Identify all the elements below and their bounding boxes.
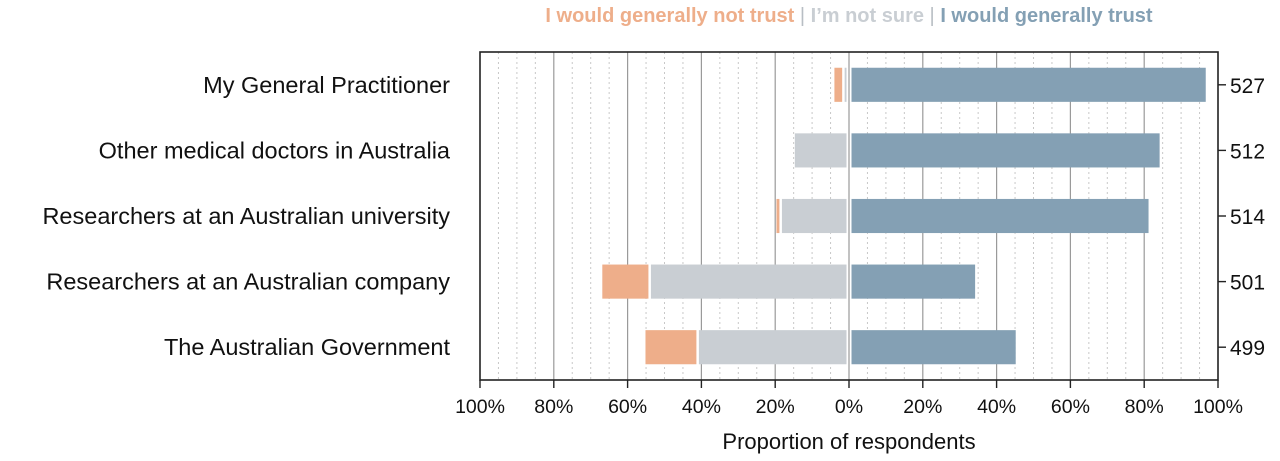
bars <box>602 67 1206 365</box>
x-tick-label: 60% <box>608 396 647 418</box>
category-labels: My General Practitioner Other medical doc… <box>42 72 450 360</box>
bar-not-trust <box>645 330 697 365</box>
respondent-count: 512 <box>1230 140 1265 163</box>
x-tick-label: 40% <box>682 396 721 418</box>
respondent-counts: 527 512 514 501 499 <box>1218 75 1265 360</box>
bar-trust <box>851 264 976 299</box>
x-tick-label: 100% <box>455 396 505 418</box>
bar-trust <box>851 67 1206 102</box>
legend-text: I would generally not trust | I’m not su… <box>545 5 1152 27</box>
bar-not-sure <box>844 67 847 102</box>
legend-entry-trust: I would generally trust <box>940 5 1153 27</box>
legend-entry-not-sure: I’m not sure <box>811 5 924 27</box>
bar-not-sure <box>794 133 847 168</box>
x-tick-label: 100% <box>1193 396 1243 418</box>
legend-separator: | <box>794 5 810 27</box>
bar-not-trust <box>834 67 843 102</box>
category-label: Researchers at an Australian company <box>46 269 450 295</box>
x-tick-label: 80% <box>1125 396 1164 418</box>
x-tick-label: 60% <box>1051 396 1090 418</box>
legend-separator: | <box>924 5 940 27</box>
bar-trust <box>851 198 1149 234</box>
bar-trust <box>851 133 1160 168</box>
category-label: The Australian Government <box>164 334 451 360</box>
respondent-count: 501 <box>1230 272 1265 295</box>
legend: I would generally not trust | I’m not su… <box>545 5 1152 27</box>
bar-not-sure <box>781 198 847 234</box>
x-tick-label: 20% <box>903 396 942 418</box>
category-label: Researchers at an Australian university <box>42 203 450 229</box>
category-label: Other medical doctors in Australia <box>99 137 451 163</box>
respondent-count: 527 <box>1230 75 1265 98</box>
x-tick-label: 20% <box>756 396 795 418</box>
category-label: My General Practitioner <box>203 72 450 98</box>
x-tick-label: 80% <box>534 396 573 418</box>
x-tick-label: 0% <box>835 396 863 418</box>
legend-entry-not-trust: I would generally not trust <box>545 5 794 27</box>
bar-not-trust <box>776 198 780 234</box>
x-axis-ticks: 100% 80% 60% 40% 20% 0% 20% 40% 60% 80% 100% <box>455 380 1243 418</box>
respondent-count: 514 <box>1230 206 1265 229</box>
x-tick-label: 40% <box>977 396 1016 418</box>
bar-not-trust <box>602 264 649 299</box>
bar-not-sure <box>698 330 847 365</box>
respondent-count: 499 <box>1230 337 1265 360</box>
bar-not-sure <box>650 264 847 299</box>
bar-trust <box>851 330 1016 365</box>
x-axis-title: Proportion of respondents <box>722 429 975 454</box>
